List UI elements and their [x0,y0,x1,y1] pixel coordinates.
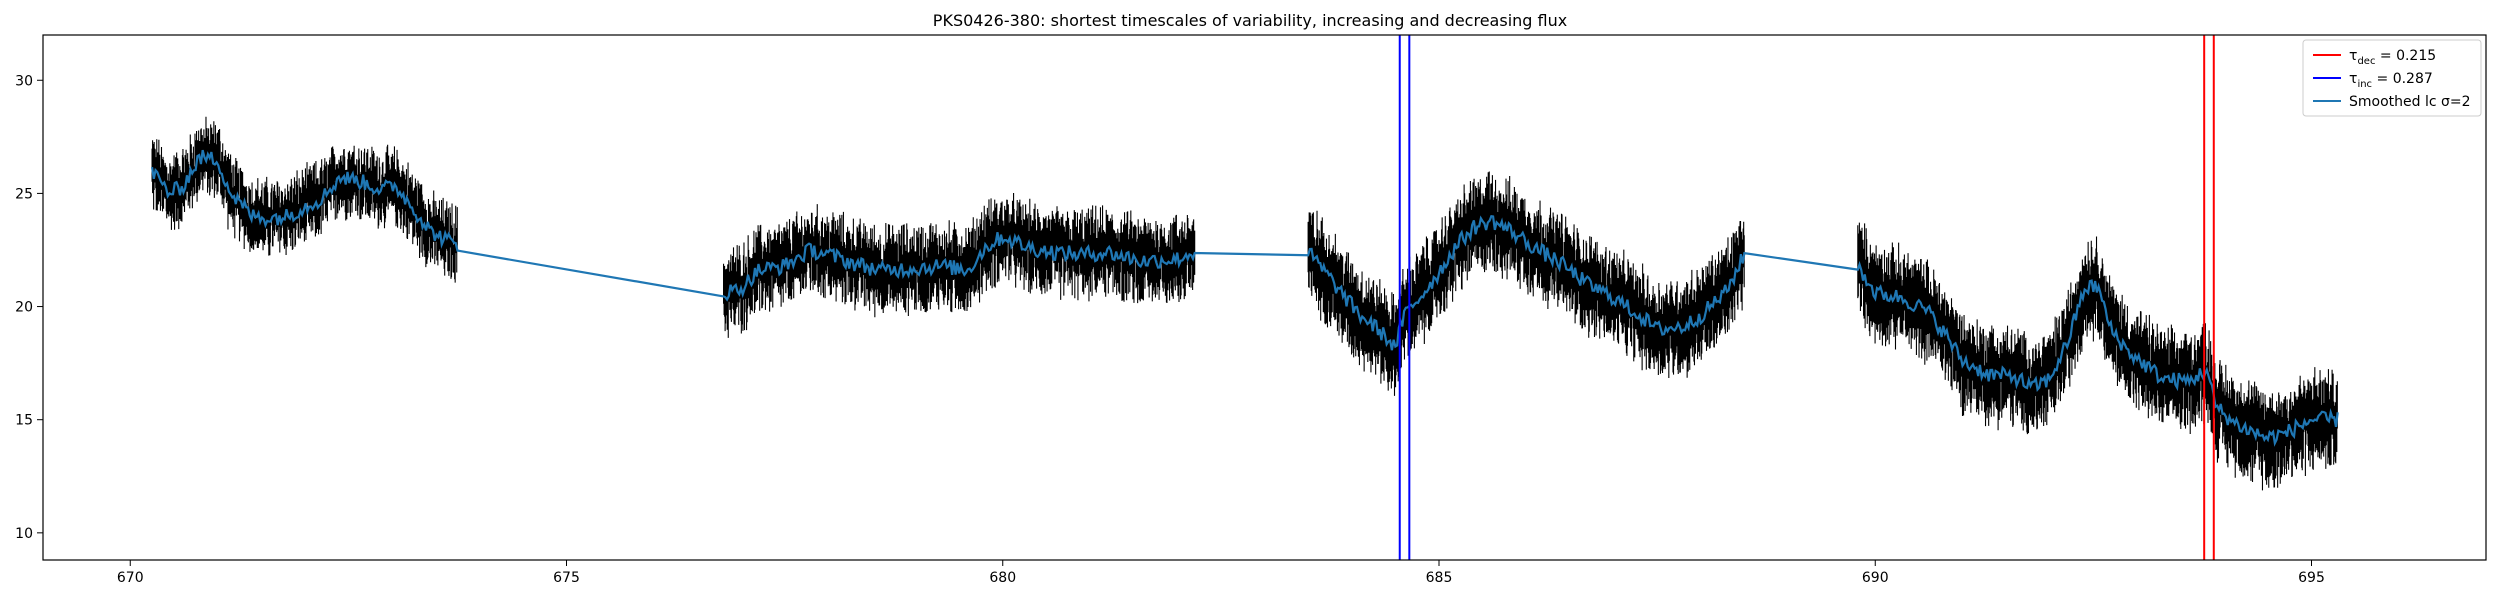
error-bars-segment-4 [1857,222,2338,491]
error-bars-segment-1 [151,116,458,283]
x-tick-label: 695 [2298,570,2325,586]
timescale-lines [1398,35,2215,560]
y-tick-label: 15 [15,413,33,429]
measurement-segment-3 [1307,171,1745,396]
y-tick-label: 20 [15,300,33,316]
error-bars-segment-3 [1307,171,1745,396]
legend-label: Smoothed lc σ=2 [2349,94,2471,110]
legend-label: τdec = 0.215 [2349,48,2436,67]
plot-frame [42,34,2487,561]
measurement-segment-1 [151,116,458,283]
chart-title: PKS0426-380: shortest timescales of vari… [933,11,1567,30]
legend: τdec = 0.215 τinc = 0.287 Smoothed lc σ=2 [2302,39,2482,117]
y-tick-label: 30 [15,73,33,89]
y-tick-label: 25 [15,186,33,202]
legend-box [2302,39,2482,117]
x-tick-label: 675 [553,570,580,586]
x-tick-label: 680 [989,570,1016,586]
x-tick-label: 685 [1426,570,1453,586]
x-tick-label: 690 [1862,570,1889,586]
measurement-segment-4 [1857,222,2338,491]
y-tick-label: 10 [15,526,33,542]
axes: 670 675 680 685 690 695 10 15 20 25 30 [15,34,2487,586]
legend-label: τinc = 0.287 [2349,71,2433,90]
smoothed-curve-layer [150,149,2339,447]
error-bars [151,116,2338,491]
x-tick-label: 670 [117,570,144,586]
smoothed-light-curve [150,149,2339,447]
